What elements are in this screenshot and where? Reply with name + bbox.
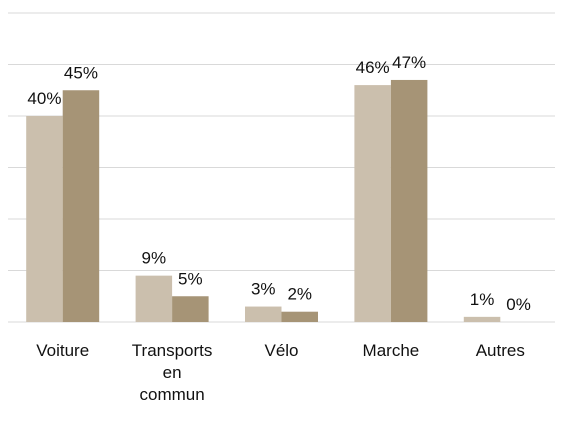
bar <box>26 116 63 322</box>
bar <box>281 311 318 322</box>
bar <box>390 79 428 322</box>
bar <box>245 306 282 322</box>
bar <box>463 316 501 322</box>
bar <box>172 296 209 322</box>
x-tick-label: Autres <box>475 341 525 360</box>
x-tick-label: Marche <box>362 341 420 360</box>
data-label: 2% <box>287 285 312 304</box>
data-label: 9% <box>142 249 167 268</box>
data-label: 46% <box>356 58 390 77</box>
data-label: 0% <box>506 295 531 314</box>
x-tick-label: Voiture <box>36 341 90 360</box>
x-tick-label: Vélo <box>264 341 299 360</box>
bar <box>62 90 100 322</box>
data-label: 47% <box>392 53 426 72</box>
data-label: 5% <box>178 269 203 288</box>
data-label: 1% <box>470 290 495 309</box>
bar <box>354 85 391 322</box>
data-label: 40% <box>27 89 61 108</box>
x-tick-label: Transports en commun <box>131 341 213 404</box>
data-label: 3% <box>251 280 276 299</box>
data-label: 45% <box>64 63 98 82</box>
bar <box>135 275 173 322</box>
